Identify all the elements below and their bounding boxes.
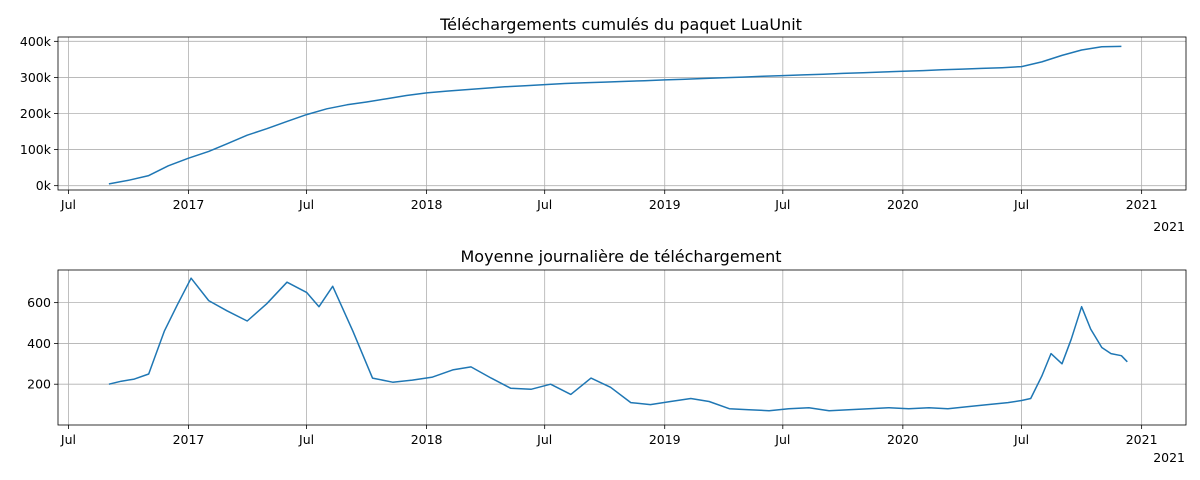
y-tick-label: 400 [27, 336, 51, 351]
y-tick-label: 200 [27, 377, 51, 392]
x-tick-label: Jul [536, 197, 552, 212]
x-tick-label: Jul [60, 197, 76, 212]
daily-average-chart: Moyenne journalière de téléchargement Ju… [27, 247, 1187, 465]
x-tick-label: Jul [60, 432, 76, 447]
x-tick-label: Jul [1013, 197, 1029, 212]
x-tick-label: 2019 [649, 432, 681, 447]
daily-average-line [108, 277, 1128, 412]
x-tick-label: 2018 [411, 432, 443, 447]
plot-frame [57, 269, 1187, 426]
grid-lines [58, 270, 1186, 425]
plot-frame [57, 36, 1187, 191]
x-offset-label: 2021 [1153, 219, 1185, 234]
grid-lines [58, 37, 1186, 190]
y-tick-label: 600 [27, 295, 51, 310]
x-tick-label: 2021 [1126, 432, 1158, 447]
x-tick-label: Jul [774, 432, 790, 447]
y-ticks: 200 400 600 [27, 295, 58, 392]
x-tick-label: 2020 [887, 432, 919, 447]
y-tick-label: 300k [20, 70, 52, 85]
x-tick-label: Jul [298, 197, 314, 212]
x-tick-label: Jul [298, 432, 314, 447]
x-tick-label: 2017 [173, 432, 205, 447]
y-tick-label: 0k [36, 178, 52, 193]
x-tick-label: 2018 [411, 197, 443, 212]
x-ticks: Jul 2017 Jul 2018 Jul 2019 Jul 2020 Jul 2021 [60, 425, 1158, 447]
chart-title: Téléchargements cumulés du paquet LuaUni… [439, 15, 802, 34]
y-tick-label: 400k [20, 34, 52, 49]
x-tick-label: Jul [774, 197, 790, 212]
x-tick-label: 2017 [173, 197, 205, 212]
cumulative-downloads-chart: Téléchargements cumulés du paquet LuaUni… [20, 15, 1187, 234]
x-tick-label: Jul [1013, 432, 1029, 447]
cumulative-downloads-line [108, 45, 1122, 185]
x-tick-label: 2019 [649, 197, 681, 212]
x-tick-label: 2021 [1126, 197, 1158, 212]
x-ticks: Jul 2017 Jul 2018 Jul 2019 Jul 2020 Jul 2021 [60, 190, 1158, 212]
chart-title: Moyenne journalière de téléchargement [461, 247, 782, 266]
x-offset-label: 2021 [1153, 450, 1185, 465]
x-tick-label: 2020 [887, 197, 919, 212]
y-ticks: 0k 100k 200k 300k 400k [20, 34, 58, 193]
y-tick-label: 100k [20, 142, 52, 157]
y-tick-label: 200k [20, 106, 52, 121]
x-tick-label: Jul [536, 432, 552, 447]
